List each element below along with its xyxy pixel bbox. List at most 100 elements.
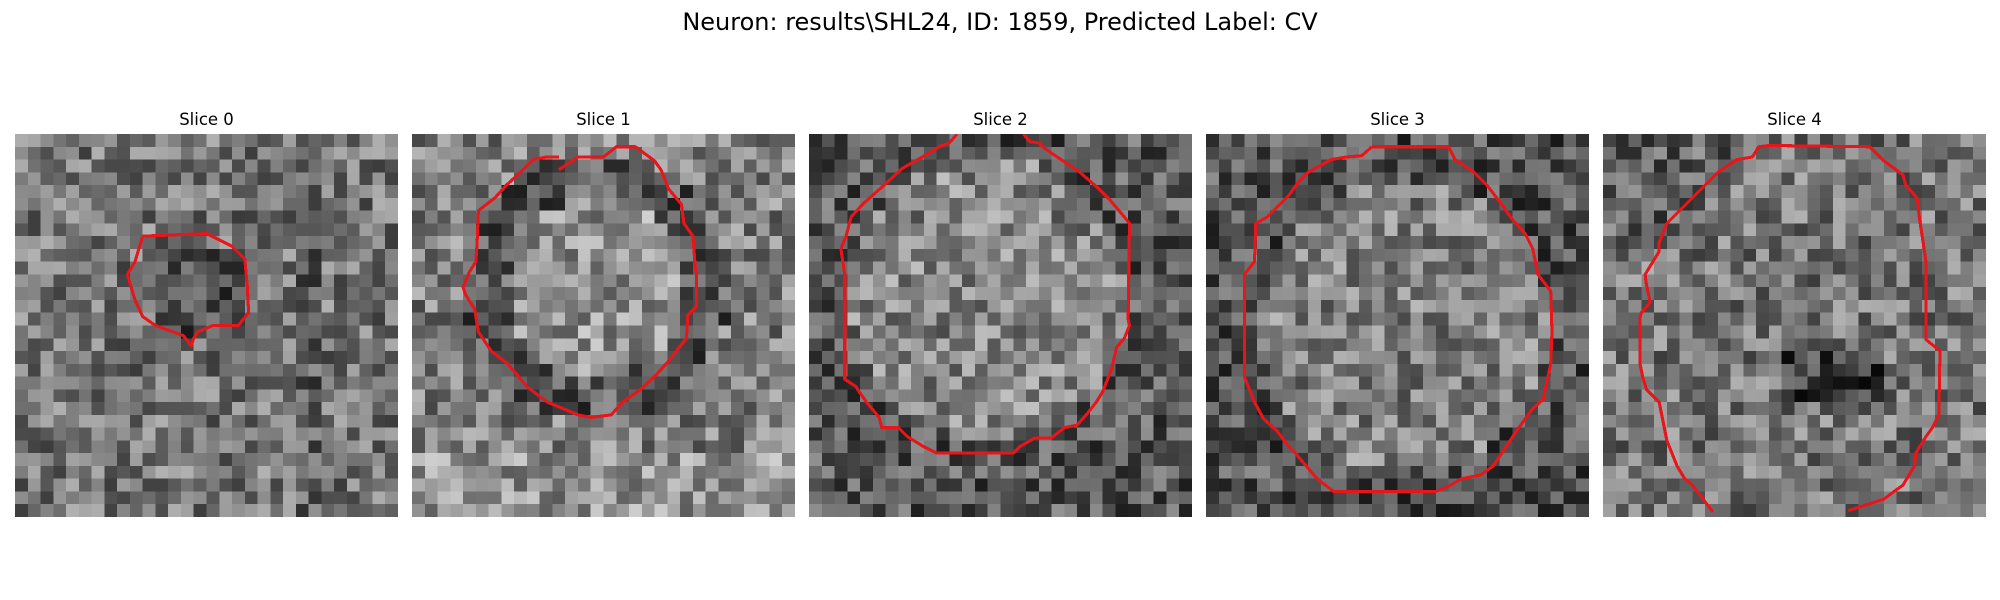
pixel [450, 440, 464, 454]
pixel [1922, 478, 1936, 492]
pixel [1743, 338, 1757, 352]
pixel [475, 376, 489, 390]
pixel [1883, 440, 1897, 454]
pixel [1896, 402, 1910, 416]
pixel [1692, 172, 1706, 186]
pixel [731, 389, 745, 403]
pixel [1371, 261, 1385, 275]
pixel [308, 389, 322, 403]
pixel [1883, 248, 1897, 262]
pixel [40, 363, 54, 377]
pixel [1858, 172, 1872, 186]
pixel [501, 312, 515, 326]
pixel [1960, 402, 1974, 416]
pixel-grid [809, 134, 1192, 517]
pixel [1206, 210, 1220, 224]
pixel [1730, 402, 1744, 416]
pixel [847, 453, 861, 467]
pixel [949, 223, 963, 237]
pixel [117, 363, 131, 377]
pixel [911, 261, 925, 275]
pixel [1883, 491, 1897, 505]
pixel [206, 465, 220, 479]
pixel [526, 376, 540, 390]
pixel [66, 427, 80, 441]
pixel [577, 134, 591, 148]
pixel [769, 210, 783, 224]
pixel [603, 491, 617, 505]
pixel [885, 210, 899, 224]
pixel [1397, 312, 1411, 326]
pixel [539, 338, 553, 352]
pixel [1166, 159, 1180, 173]
pixel [667, 376, 681, 390]
pixel [769, 223, 783, 237]
pixel [962, 427, 976, 441]
pixel [590, 440, 604, 454]
pixel [821, 338, 835, 352]
pixel [885, 287, 899, 301]
pixel [718, 236, 732, 250]
pixel [244, 427, 258, 441]
pixel [782, 453, 795, 467]
pixel [654, 402, 668, 416]
pixel [974, 210, 988, 224]
pixel [847, 146, 861, 160]
pixel [1550, 146, 1564, 160]
pixel [1576, 185, 1589, 199]
pixel [488, 427, 502, 441]
pixel [1628, 299, 1642, 313]
pixel [821, 261, 835, 275]
pixel [1730, 414, 1744, 428]
pixel [872, 351, 886, 365]
pixel [206, 261, 220, 275]
pixel [1499, 134, 1513, 148]
pixel [1051, 210, 1065, 224]
pixel [129, 185, 143, 199]
pixel [15, 312, 29, 326]
pixel [1064, 376, 1078, 390]
pixel [155, 402, 169, 416]
pixel [40, 338, 54, 352]
pixel [1359, 274, 1373, 288]
pixel [1845, 299, 1859, 313]
pixel [104, 376, 118, 390]
pixel [680, 159, 694, 173]
pixel [821, 146, 835, 160]
pixel [743, 248, 757, 262]
pixel [321, 248, 335, 262]
pixel [437, 159, 451, 173]
pixel [346, 146, 360, 160]
pixel [1269, 389, 1283, 403]
pixel-grid [15, 134, 398, 517]
pixel [1333, 172, 1347, 186]
pixel [514, 299, 528, 313]
pixel [1179, 210, 1192, 224]
pixel [834, 223, 848, 237]
pixel [385, 287, 398, 301]
pixel [91, 504, 105, 517]
pixel [872, 236, 886, 250]
pixel [629, 389, 643, 403]
pixel [692, 197, 706, 211]
pixel [15, 440, 29, 454]
pixel [1615, 465, 1629, 479]
pixel [1257, 274, 1271, 288]
pixel [1206, 197, 1220, 211]
pixel [577, 338, 591, 352]
pixel [1218, 453, 1232, 467]
pixel [1051, 363, 1065, 377]
pixel [1384, 299, 1398, 313]
pixel [104, 172, 118, 186]
pixel [412, 453, 426, 467]
pixel [450, 414, 464, 428]
pixel [40, 159, 54, 173]
pixel [91, 134, 105, 148]
pixel [769, 351, 783, 365]
pixel [308, 427, 322, 441]
pixel [565, 185, 579, 199]
pixel [1896, 427, 1910, 441]
pixel [1679, 210, 1693, 224]
pixel [450, 427, 464, 441]
pixel [1486, 299, 1500, 313]
